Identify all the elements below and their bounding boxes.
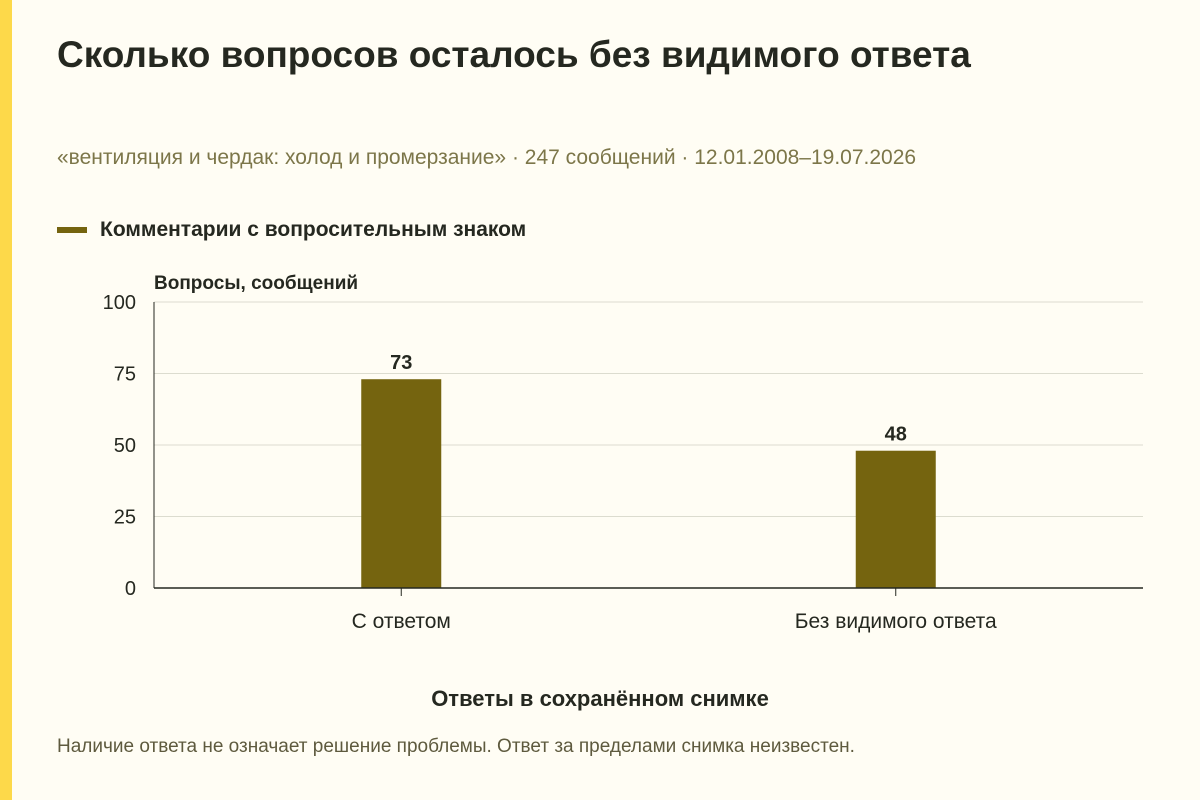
y-tick-label: 0 <box>125 578 136 600</box>
y-tick-label: 100 <box>103 292 136 314</box>
y-tick-label: 25 <box>114 507 136 529</box>
y-tick-label: 75 <box>114 364 136 386</box>
page-title: Сколько вопросов осталось без видимого о… <box>57 34 971 75</box>
legend: Комментарии с вопросительным знаком <box>57 218 526 242</box>
legend-swatch <box>57 227 87 233</box>
chart-subtitle: «вентиляция и чердак: холод и промерзани… <box>57 146 917 169</box>
accent-stripe <box>0 0 12 800</box>
data-label: 48 <box>885 424 907 446</box>
x-axis-title: Ответы в сохранённом снимке <box>431 686 769 711</box>
x-tick-label: С ответом <box>352 610 451 633</box>
bar <box>855 450 936 588</box>
x-tick-label: Без видимого ответа <box>795 610 997 633</box>
legend-label: Комментарии с вопросительным знаком <box>100 218 527 241</box>
data-label: 73 <box>390 352 412 374</box>
footnote: Наличие ответа не означает решение пробл… <box>57 736 855 757</box>
bar <box>361 379 442 588</box>
y-axis-title: Вопросы, сообщений <box>154 273 359 294</box>
y-tick-label: 50 <box>114 435 136 457</box>
